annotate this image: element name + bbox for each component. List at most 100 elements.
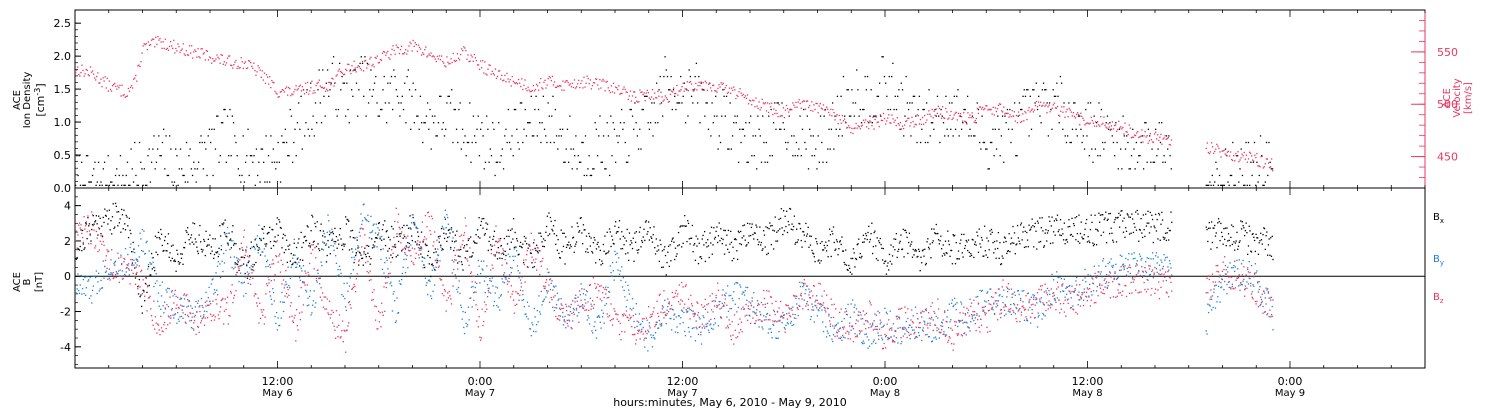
field-by-point xyxy=(752,300,753,301)
density-point xyxy=(1098,102,1099,103)
velocity-point xyxy=(634,91,635,92)
velocity-point xyxy=(976,118,977,119)
field-bx-point xyxy=(382,229,383,230)
density-point xyxy=(533,135,534,136)
field-by-point xyxy=(323,249,324,250)
field-by-point xyxy=(339,266,340,267)
field-by-point xyxy=(532,324,533,325)
velocity-point xyxy=(761,107,762,108)
density-point xyxy=(528,122,529,123)
field-by-point xyxy=(346,310,347,311)
field-bx-point xyxy=(403,238,404,239)
field-by-point xyxy=(426,282,427,283)
field-by-point xyxy=(1030,322,1031,323)
density-point xyxy=(605,168,606,169)
velocity-point xyxy=(286,86,287,87)
density-point xyxy=(1225,148,1226,149)
field-by-point xyxy=(146,242,147,243)
field-by-point xyxy=(769,315,770,316)
density-point xyxy=(821,142,822,143)
density-point xyxy=(922,109,923,110)
density-point xyxy=(180,148,181,149)
velocity-point xyxy=(424,49,425,50)
velocity-point xyxy=(1272,170,1273,171)
field-bx-point xyxy=(120,232,121,233)
field-by-point xyxy=(443,229,444,230)
velocity-point xyxy=(360,68,361,69)
field-bx-point xyxy=(806,235,807,236)
velocity-point xyxy=(874,119,875,120)
velocity-point xyxy=(1051,109,1052,110)
velocity-point xyxy=(150,44,151,45)
velocity-point xyxy=(479,69,480,70)
field-by-point xyxy=(796,303,797,304)
field-by-point xyxy=(838,331,839,332)
field-by-point xyxy=(446,214,447,215)
density-point xyxy=(352,96,353,97)
field-bx-point xyxy=(208,239,209,240)
field-bx-point xyxy=(788,221,789,222)
field-bx-point xyxy=(100,233,101,234)
field-by-point xyxy=(161,295,162,296)
field-bx-point xyxy=(797,242,798,243)
field-bx-point xyxy=(364,248,365,249)
density-point xyxy=(992,129,993,130)
velocity-point xyxy=(535,89,536,90)
velocity-point xyxy=(1084,124,1085,125)
field-bx-point xyxy=(403,225,404,226)
field-bx-point xyxy=(265,245,266,246)
density-point xyxy=(850,115,851,116)
density-point xyxy=(535,96,536,97)
field-by-point xyxy=(133,260,134,261)
field-by-point xyxy=(804,300,805,301)
field-bx-point xyxy=(808,227,809,228)
velocity-point xyxy=(1151,139,1152,140)
field-bx-point xyxy=(715,237,716,238)
field-bx-point xyxy=(744,224,745,225)
density-point xyxy=(238,168,239,169)
field-bx-point xyxy=(508,236,509,237)
density-point xyxy=(1115,122,1116,123)
field-by-point xyxy=(481,261,482,262)
velocity-point xyxy=(236,68,237,69)
field-bx-point xyxy=(584,229,585,230)
field-bx-point xyxy=(621,231,622,232)
density-point xyxy=(411,96,412,97)
field-bx-point xyxy=(426,245,427,246)
density-point xyxy=(1250,162,1251,163)
field-bx-point xyxy=(353,262,354,263)
velocity-point xyxy=(541,87,542,88)
velocity-point xyxy=(99,82,100,83)
density-point xyxy=(746,162,747,163)
field-bx-point xyxy=(1170,211,1171,212)
field-by-point xyxy=(1011,314,1012,315)
velocity-point xyxy=(167,48,168,49)
density-point xyxy=(320,102,321,103)
velocity-point xyxy=(170,41,171,42)
field-by-point xyxy=(919,335,920,336)
field-bx-point xyxy=(514,247,515,248)
field-bx-point xyxy=(1158,213,1159,214)
density-point xyxy=(587,168,588,169)
field-by-point xyxy=(175,296,176,297)
density-point xyxy=(981,115,982,116)
field-by-point xyxy=(747,287,748,288)
density-point xyxy=(673,89,674,90)
field-bx-point xyxy=(1042,230,1043,231)
density-point xyxy=(752,135,753,136)
field-bx-point xyxy=(310,230,311,231)
field-by-point xyxy=(391,285,392,286)
field-bx-point xyxy=(438,236,439,237)
field-by-point xyxy=(605,287,606,288)
velocity-point xyxy=(84,73,85,74)
field-bx-point xyxy=(328,246,329,247)
field-bx-point xyxy=(863,235,864,236)
field-bx-point xyxy=(297,242,298,243)
field-bx-point xyxy=(159,237,160,238)
density-point xyxy=(543,96,544,97)
field-bx-point xyxy=(329,234,330,235)
velocity-point xyxy=(366,67,367,68)
field-bx-point xyxy=(136,273,137,274)
field-bx-point xyxy=(1145,214,1146,215)
field-bx-point xyxy=(131,251,132,252)
